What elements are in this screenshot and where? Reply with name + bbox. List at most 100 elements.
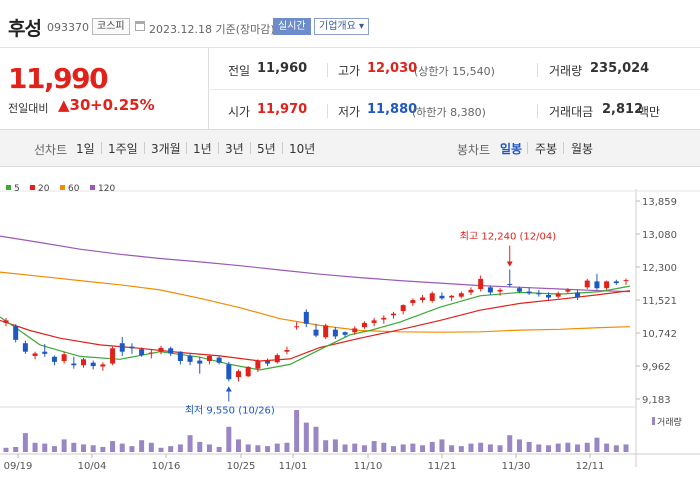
- volume-bar: [458, 446, 464, 452]
- high-value: 12,030: [367, 61, 418, 76]
- toolbar-separator: [186, 142, 187, 154]
- volume-bar: [226, 426, 232, 452]
- volume-bar: [274, 443, 280, 452]
- y-tick-label: 11,521: [642, 296, 677, 307]
- volume-bar: [284, 442, 290, 452]
- period-3y[interactable]: 3년: [225, 142, 244, 156]
- volume-bar: [323, 440, 329, 452]
- period-10y[interactable]: 10년: [289, 142, 316, 156]
- candle-body: [381, 317, 387, 320]
- legend-label: 5: [14, 184, 20, 194]
- volume-bar: [22, 433, 28, 452]
- volume-bar: [546, 445, 551, 452]
- volume-bar: [497, 445, 503, 452]
- candle-body: [526, 291, 532, 294]
- volume-bar: [623, 444, 629, 452]
- y-tick-label: 12,300: [642, 263, 677, 274]
- summary-row-divider: [208, 89, 700, 90]
- candle-body: [507, 283, 513, 285]
- candle-body: [352, 328, 358, 333]
- change-value: ▲30: [58, 96, 91, 114]
- candle-body: [245, 366, 251, 377]
- candle-body: [51, 356, 57, 362]
- volume-bar: [575, 444, 581, 452]
- candle-body: [594, 281, 600, 289]
- y-tick-label: 13,859: [642, 197, 677, 208]
- volume-bar: [61, 439, 67, 452]
- legend-label: 120: [98, 184, 115, 194]
- candle-body: [129, 346, 135, 349]
- legend-label: 20: [38, 184, 50, 194]
- volume-bar: [516, 439, 522, 452]
- price-chart[interactable]: 13,859 13,080 12,300 11,521 10,742 9,962 9,183…: [0, 167, 700, 490]
- low-value: 11,880: [367, 102, 418, 117]
- candle-body: [226, 364, 232, 380]
- candle-body: [255, 361, 261, 369]
- candle-body: [148, 352, 154, 354]
- volume-bar: [100, 446, 106, 452]
- candle-body: [303, 311, 309, 324]
- volume-bar: [555, 443, 561, 452]
- volume-bar: [594, 437, 600, 452]
- price-summary: 11,990 전일대비 ▲30 +0.25%: [0, 48, 700, 130]
- volume-bar: [13, 446, 19, 452]
- line-chart-label: 선차트: [34, 143, 68, 157]
- change-label: 전일대비: [8, 102, 49, 115]
- annotation-low-arrowhead: [225, 386, 232, 392]
- period-1y[interactable]: 1년: [193, 142, 212, 156]
- candle-body: [565, 289, 571, 292]
- candle-body: [236, 371, 241, 378]
- candle-body: [158, 347, 164, 352]
- candle-body: [439, 295, 445, 299]
- volume-bar: [110, 441, 116, 452]
- period-5y[interactable]: 5년: [257, 142, 276, 156]
- candle-body: [110, 348, 116, 364]
- company-info-dropdown[interactable]: 기업개요 ▾: [314, 18, 369, 35]
- volume-bar: [51, 446, 57, 452]
- candle-body: [623, 280, 629, 282]
- x-tick-label: 10/16: [152, 461, 181, 472]
- volume-bar: [158, 447, 164, 452]
- candle-body: [206, 355, 212, 362]
- volume-bar: [206, 444, 212, 452]
- toolbar-separator: [218, 142, 219, 154]
- prev-close-label: 전일: [228, 64, 251, 78]
- volume-bar: [420, 445, 426, 452]
- low-label: 저가: [338, 105, 361, 119]
- volume-bar: [449, 445, 455, 452]
- candle-body: [32, 353, 38, 356]
- volume-bar: [342, 444, 348, 452]
- calendar-icon: [135, 21, 145, 31]
- candle-body: [216, 357, 222, 363]
- realtime-button[interactable]: 실시간: [273, 18, 311, 35]
- candle-body: [604, 281, 610, 289]
- volume-bar: [468, 443, 474, 452]
- candle-daily[interactable]: 일봉: [500, 142, 523, 156]
- candle-body: [497, 289, 503, 292]
- candle-body: [575, 292, 581, 298]
- volume-bar: [332, 439, 338, 452]
- x-tick-label: 10/04: [78, 461, 107, 472]
- period-3m[interactable]: 3개월: [151, 142, 181, 156]
- period-1w[interactable]: 1주일: [108, 142, 138, 156]
- volume-bar: [565, 442, 571, 452]
- candle-body: [168, 348, 174, 354]
- candle-body: [536, 293, 542, 295]
- volume-bar: [129, 446, 135, 452]
- candle-body: [361, 322, 367, 328]
- volume-bar: [371, 441, 377, 452]
- volume-legend-label: 거래량: [657, 416, 682, 428]
- volume-bar: [410, 443, 416, 452]
- volume-bar: [361, 445, 367, 452]
- period-1d[interactable]: 1일: [76, 142, 95, 156]
- candle-monthly[interactable]: 월봉: [571, 142, 594, 156]
- base-date: 2023.12.18 기준(장마감): [149, 23, 275, 36]
- volume-bar: [439, 439, 445, 452]
- candle-weekly[interactable]: 주봉: [535, 142, 558, 156]
- volume-bar: [294, 410, 300, 452]
- amount-label: 거래대금: [549, 105, 594, 119]
- candle-body: [332, 329, 338, 337]
- volume-bar: [90, 445, 96, 452]
- legend-swatch: [90, 185, 95, 190]
- x-tick-label: 10/25: [227, 461, 256, 472]
